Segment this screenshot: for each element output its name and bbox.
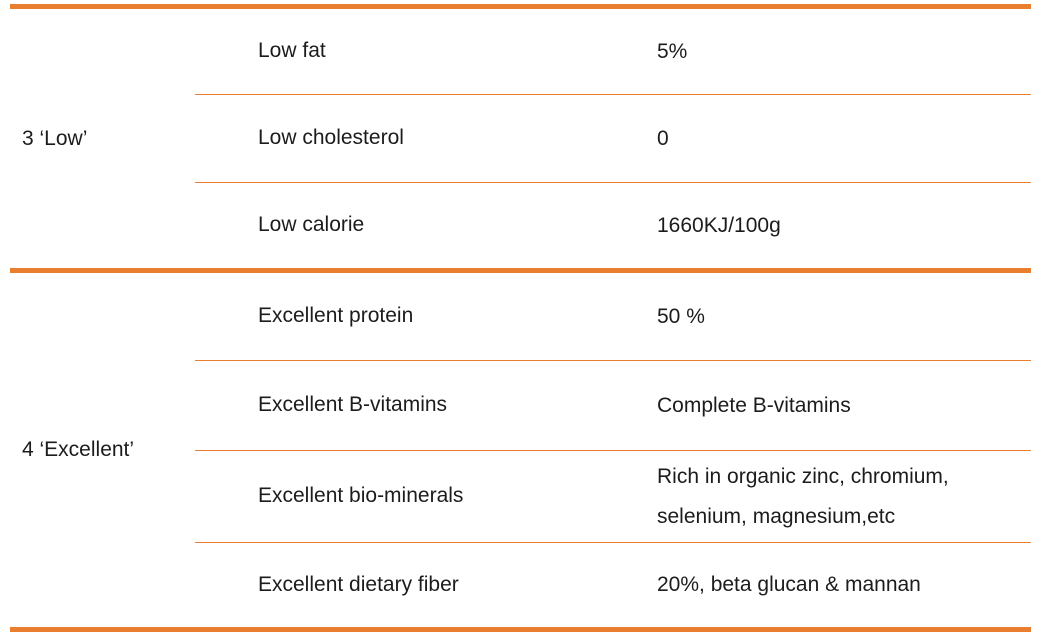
table-row: Low calorie 1660KJ/100g [195,182,1031,268]
table-row: Excellent bio-minerals Rich in organic z… [195,450,1031,542]
attribute-cell: Low calorie [258,213,365,237]
group-rows: Excellent protein 50 % Excellent B-vitam… [195,273,1031,627]
row-group-low: 3 ‘Low’ Low fat 5% Low cholesterol 0 Low… [10,9,1031,268]
value-cell: 1660KJ/100g [657,213,781,237]
attribute-cell: Excellent protein [258,304,414,328]
table-row: Excellent B-vitamins Complete B-vitamins [195,360,1031,450]
attribute-cell: Low fat [258,39,326,63]
group-rows: Low fat 5% Low cholesterol 0 Low calorie… [195,9,1031,268]
value-cell: 50 % [657,304,705,328]
nutrition-table: 3 ‘Low’ Low fat 5% Low cholesterol 0 Low… [10,4,1031,632]
value-cell: Complete B-vitamins [657,393,851,417]
value-cell: Rich in organic zinc, chromium, selenium… [657,464,949,528]
attribute-cell: Excellent dietary fiber [258,572,459,596]
table-row: Excellent dietary fiber 20%, beta glucan… [195,542,1031,627]
attribute-cell: Excellent B-vitamins [258,393,448,417]
row-group-excellent: 4 ‘Excellent’ Excellent protein 50 % Exc… [10,268,1031,627]
value-cell: 0 [657,126,669,150]
group-label: 4 ‘Excellent’ [22,438,135,461]
value-cell: 20%, beta glucan & mannan [657,573,921,596]
table-row: Excellent protein 50 % [195,273,1031,360]
attribute-cell: Excellent bio-minerals [258,484,464,508]
group-label: 3 ‘Low’ [22,126,88,150]
table-row: Low cholesterol 0 [195,94,1031,182]
value-cell: 5% [657,39,688,63]
attribute-cell: Low cholesterol [258,126,404,150]
table-row: Low fat 5% [195,9,1031,94]
